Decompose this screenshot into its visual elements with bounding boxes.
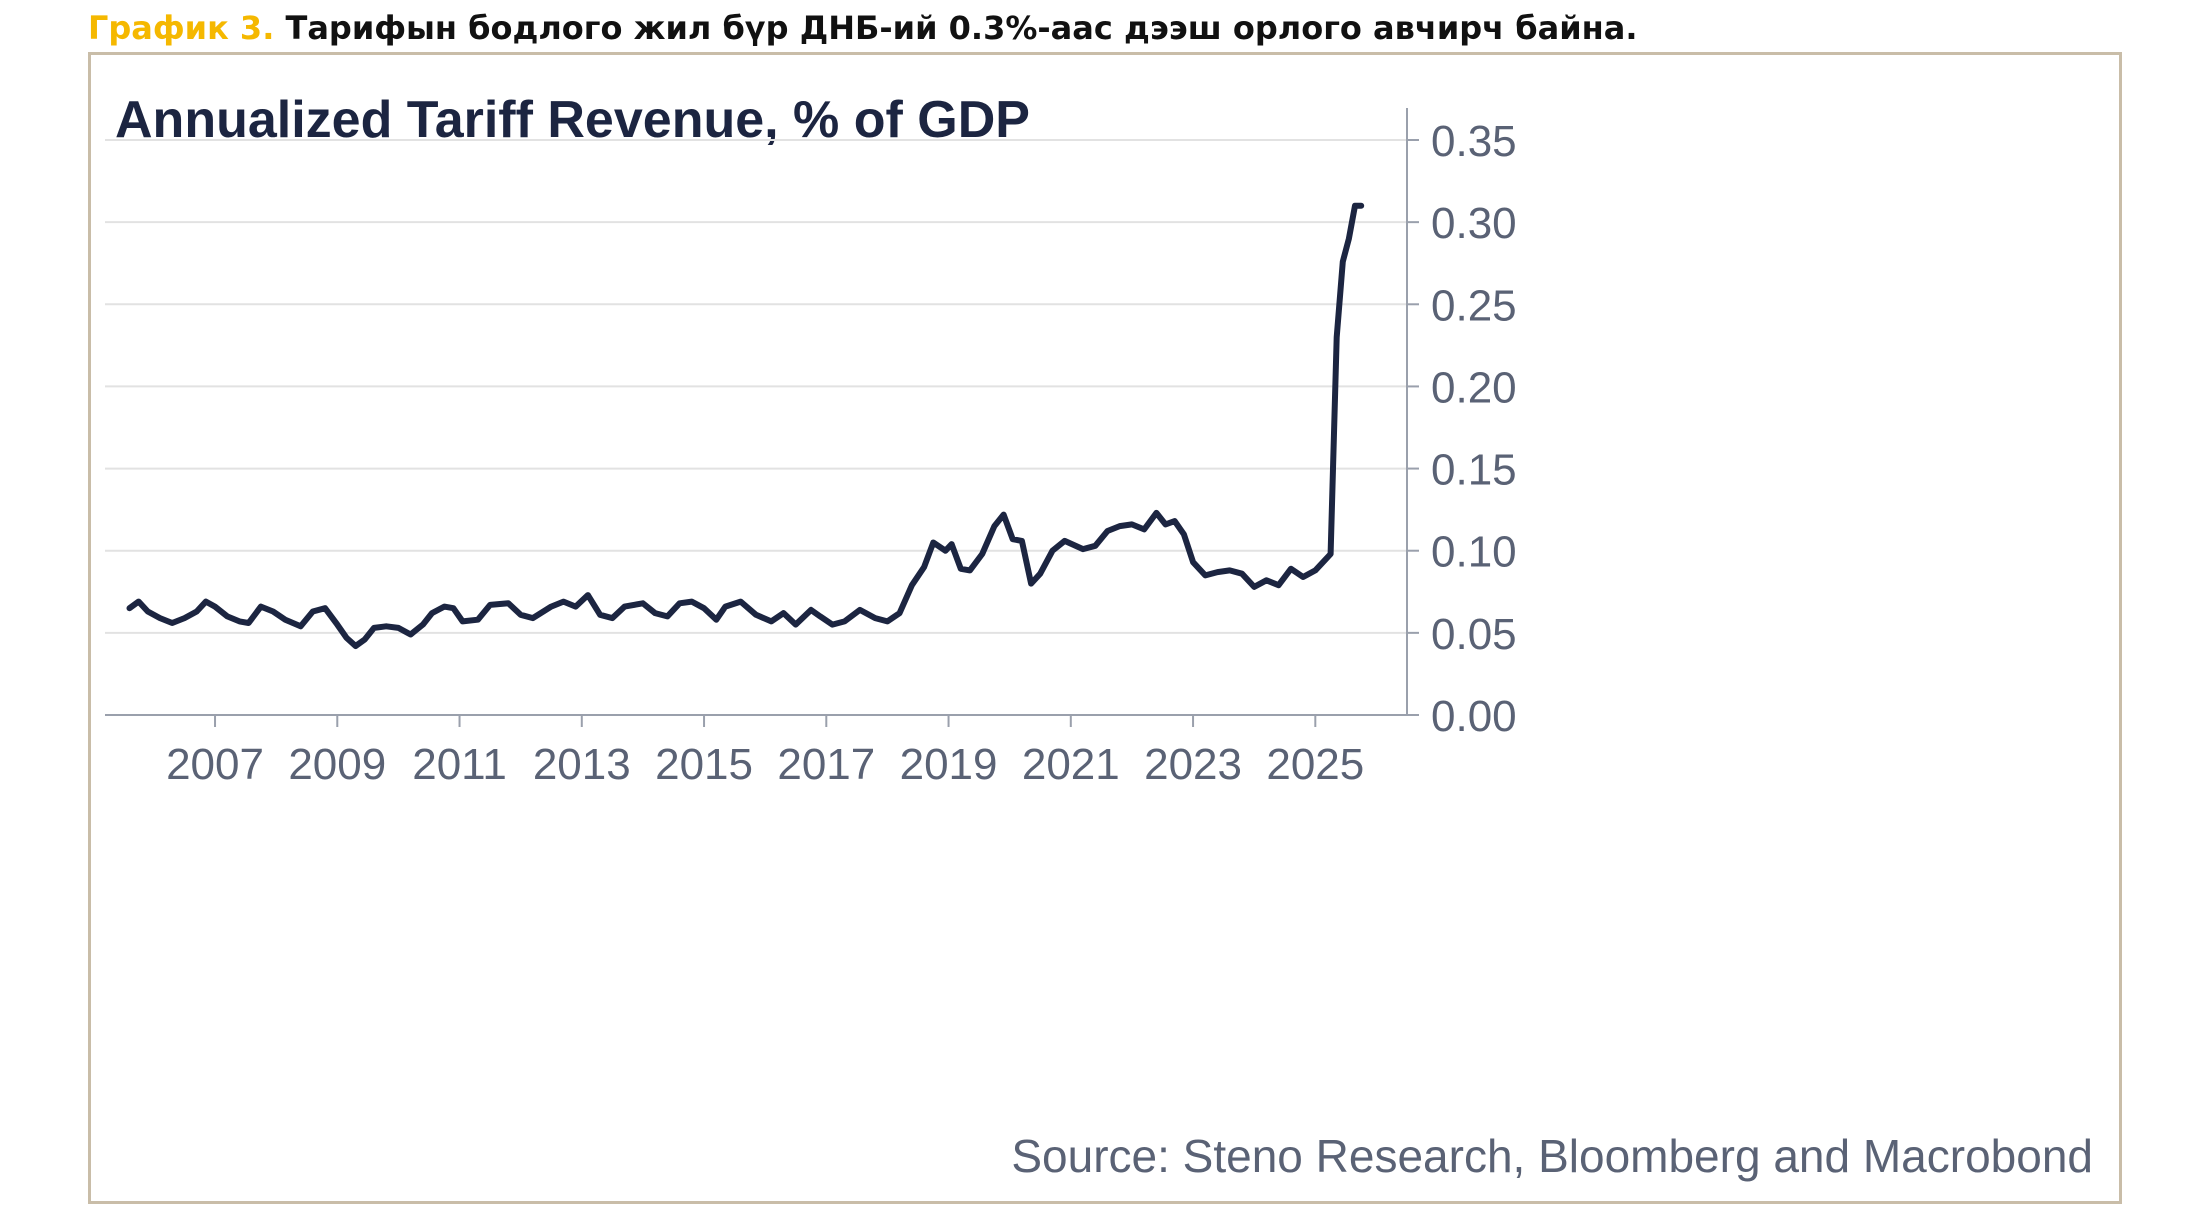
chart-frame: Annualized Tariff Revenue, % of GDP 2007… <box>88 52 2122 1204</box>
x-tick-label: 2021 <box>1022 740 1120 789</box>
figure-caption: График 3. Тарифын бодлого жил бүр ДНБ-ий… <box>88 6 1638 50</box>
x-tick-label: 2015 <box>655 740 753 789</box>
x-tick-label: 2025 <box>1266 740 1364 789</box>
x-tick-label: 2017 <box>777 740 875 789</box>
x-tick-label: 2007 <box>166 740 264 789</box>
x-tick-label: 2011 <box>412 740 507 789</box>
x-tick-label: 2013 <box>533 740 631 789</box>
figure-caption-text: Тарифын бодлого жил бүр ДНБ-ий 0.3%-аас … <box>285 9 1638 47</box>
y-axis: 0.35 0.30 0.25 0.20 0.15 0.10 0.05 0.00 <box>1406 108 1517 741</box>
x-tick-label: 2019 <box>900 740 998 789</box>
y-tick-label: 0.00 <box>1431 692 1517 741</box>
x-tick-label: 2009 <box>288 740 386 789</box>
series-line <box>126 202 1365 649</box>
y-tick-label: 0.25 <box>1431 281 1517 330</box>
y-tick-label: 0.20 <box>1431 363 1517 412</box>
y-tick-label: 0.05 <box>1431 610 1517 659</box>
x-axis: 2007 2009 2011 2013 2015 2017 2019 2021 2023 2025 <box>105 714 1407 789</box>
series-layer <box>126 202 1365 649</box>
y-tick-label: 0.10 <box>1431 528 1517 577</box>
gridlines <box>105 139 1407 634</box>
y-tick-label: 0.35 <box>1431 117 1517 166</box>
y-tick-label: 0.15 <box>1431 446 1517 495</box>
source-note: Source: Steno Research, Bloomberg and Ma… <box>1011 1130 2093 1182</box>
y-tick-label: 0.30 <box>1431 199 1517 248</box>
x-tick-label: 2023 <box>1144 740 1242 789</box>
chart-svg: Annualized Tariff Revenue, % of GDP 2007… <box>105 91 2093 1182</box>
figure-number: График 3. <box>88 9 275 47</box>
